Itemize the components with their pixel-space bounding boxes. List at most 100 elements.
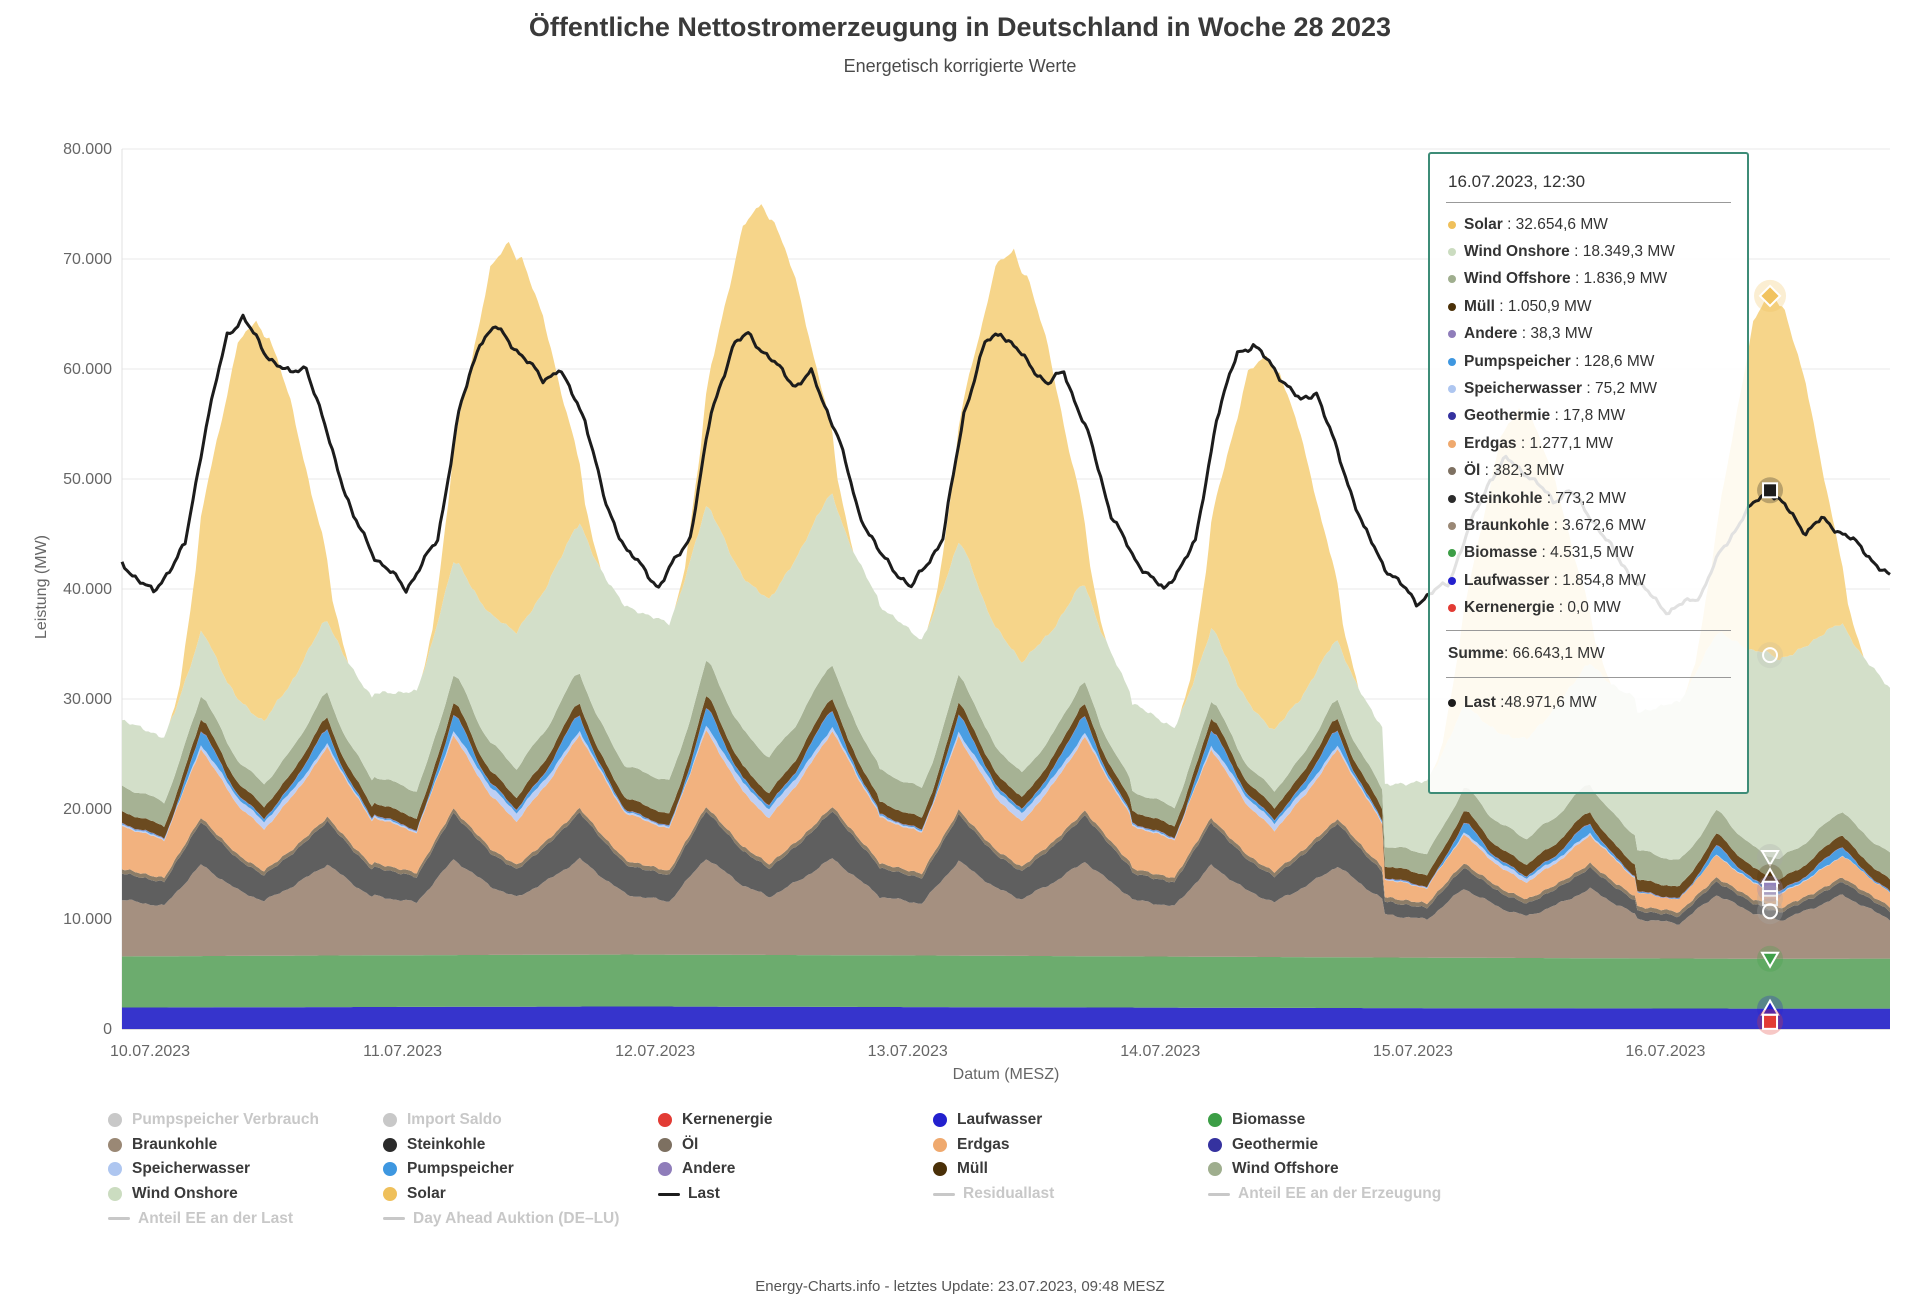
legend-dot-icon [933, 1162, 947, 1177]
legend-label: Erdgas [957, 1135, 1010, 1153]
tooltip-series-name: Öl [1464, 462, 1481, 480]
legend-label: Day Ahead Auktion (DE–LU) [413, 1209, 620, 1227]
legend-label: Import Saldo [407, 1111, 502, 1129]
legend-dot-icon [383, 1162, 397, 1177]
hover-markers [1754, 279, 1787, 1035]
legend-line-icon [383, 1217, 405, 1221]
legend-item-andere[interactable]: Andere [658, 1157, 772, 1182]
legend-item-pumpspeicher[interactable]: Pumpspeicher [383, 1157, 619, 1182]
legend-item-speicherwasser[interactable]: Speicherwasser [108, 1157, 319, 1182]
tooltip-timestamp: 16.07.2023, 12:30 [1448, 172, 1586, 191]
andere-marker [1762, 880, 1779, 897]
tooltip-row-steinkohle: Steinkohle : 773,2 MW [1446, 485, 1731, 512]
legend-label: Last [688, 1185, 720, 1203]
series-dot-icon [1448, 248, 1456, 257]
tooltip-divider [1446, 202, 1731, 203]
tooltip-series-name: Geothermie [1464, 407, 1551, 425]
legend-line-icon [658, 1192, 680, 1196]
legend-item-steinkohle[interactable]: Steinkohle [383, 1133, 619, 1158]
legend-item-braunkohle[interactable]: Braunkohle [108, 1133, 319, 1158]
series-dot-icon [1448, 576, 1456, 585]
tooltip-series-list: Solar : 32.654,6 MW Wind Onshore : 18.349… [1446, 211, 1731, 622]
legend-item-laufwasser[interactable]: Laufwasser [933, 1108, 1054, 1133]
legend-label: Andere [682, 1160, 736, 1178]
tooltip-series-value: : 1.050,9 MW [1495, 297, 1592, 315]
tooltip-series-value: : 1.854,8 MW [1549, 571, 1646, 589]
series-dot-icon [1448, 549, 1456, 558]
legend-label: Biomasse [1232, 1111, 1306, 1129]
series-dot-icon [1448, 330, 1456, 339]
series-dot-icon [1448, 357, 1456, 366]
tooltip-series-name: Erdgas [1464, 434, 1517, 452]
legend-item-wind-onshore[interactable]: Wind Onshore [108, 1182, 319, 1207]
oel-marker-halo [1757, 898, 1784, 925]
legend-item-müll[interactable]: Müll [933, 1157, 1054, 1182]
legend-item-anteil-ee-an-der-erzeugung[interactable]: Anteil EE an der Erzeugung [1208, 1182, 1441, 1207]
legend-column: Laufwasser Erdgas Müll Residuallast [933, 1108, 1054, 1206]
series-dot-icon [1448, 275, 1456, 284]
legend-item-solar[interactable]: Solar [383, 1182, 619, 1207]
tooltip-series-value: : 3.672,6 MW [1549, 516, 1646, 534]
tooltip-row-biomasse: Biomasse : 4.531,5 MW [1446, 540, 1731, 567]
tooltip-series-name: Solar [1464, 215, 1503, 233]
legend-item-erdgas[interactable]: Erdgas [933, 1133, 1054, 1158]
y-axis-title: Leistung (MW) [33, 534, 50, 640]
legend-label: Laufwasser [957, 1111, 1043, 1129]
series-dot-icon [1448, 302, 1456, 311]
legend-item-biomasse[interactable]: Biomasse [1208, 1108, 1441, 1133]
legend-label: Öl [682, 1135, 699, 1153]
tooltip-series-value: : 17,8 MW [1550, 407, 1626, 425]
page-title: Öffentliche Nettostromerzeugung in Deuts… [528, 12, 1392, 42]
tooltip-series-value: : 75,2 MW [1582, 380, 1657, 398]
tooltip-row-müll: Müll : 1.050,9 MW [1446, 293, 1731, 320]
tooltip-row-wind-onshore: Wind Onshore : 18.349,3 MW [1446, 238, 1731, 265]
legend-label: Residuallast [963, 1185, 1055, 1203]
legend-label: Wind Offshore [1232, 1160, 1339, 1178]
series-dot-icon [1448, 521, 1456, 530]
tooltip-series-name: Kernenergie [1464, 599, 1555, 617]
wind-onshore-marker [1762, 647, 1779, 664]
legend-item-last[interactable]: Last [658, 1182, 772, 1207]
legend-item-import-saldo[interactable]: Import Saldo [383, 1108, 619, 1133]
legend-dot-icon [108, 1187, 122, 1202]
wind-onshore-marker-halo [1757, 642, 1784, 669]
tooltip-series-name: Wind Onshore [1464, 243, 1570, 261]
legend-dot-icon [108, 1113, 122, 1128]
tooltip-series-name: Braunkohle [1464, 516, 1550, 534]
series-dot-icon [1448, 604, 1456, 613]
area-solar [122, 204, 1890, 786]
legend-item-öl[interactable]: Öl [658, 1133, 772, 1158]
legend-label: Wind Onshore [132, 1185, 238, 1203]
area-müll [122, 696, 1890, 898]
tooltip-row-wind-offshore: Wind Offshore : 1.836,9 MW [1446, 266, 1731, 293]
tooltip-series-value: : 4.531,5 MW [1537, 544, 1634, 562]
kernenergie-marker [1762, 1013, 1779, 1030]
series-dot-icon [1448, 412, 1456, 421]
x-tick-label: 11.07.2023 [363, 1043, 442, 1060]
legend-line-icon [1208, 1192, 1230, 1196]
series-dot-icon [1448, 494, 1456, 503]
tooltip-series-value: : 38,3 MW [1517, 325, 1593, 343]
legend-column: Pumpspeicher Verbrauch Braunkohle Speicher… [108, 1108, 319, 1231]
legend-item-residuallast[interactable]: Residuallast [933, 1182, 1054, 1207]
y-tick-label: 0 [103, 1021, 112, 1038]
area-biomasse [122, 954, 1890, 1009]
legend-label: Solar [407, 1185, 446, 1203]
legend-item-kernenergie[interactable]: Kernenergie [658, 1108, 772, 1133]
legend-item-anteil-ee-an-der-last[interactable]: Anteil EE an der Last [108, 1206, 319, 1231]
legend-label: Anteil EE an der Last [138, 1209, 294, 1227]
tooltip-row-geothermie: Geothermie : 17,8 MW [1446, 403, 1731, 430]
tooltip-series-name: Pumpspeicher [1464, 352, 1571, 370]
legend-item-geothermie[interactable]: Geothermie [1208, 1133, 1441, 1158]
legend-column: Import Saldo Steinkohle Pumpspeicher Solar D… [383, 1108, 619, 1231]
legend-dot-icon [1208, 1162, 1222, 1177]
legend-item-pumpspeicher-verbrauch[interactable]: Pumpspeicher Verbrauch [108, 1108, 319, 1133]
legend-item-day-ahead-auktion-de-lu-[interactable]: Day Ahead Auktion (DE–LU) [383, 1206, 619, 1231]
tooltip-row-laufwasser: Laufwasser : 1.854,8 MW [1446, 567, 1731, 594]
y-tick-label: 70.000 [63, 251, 112, 268]
legend-dot-icon [1208, 1137, 1222, 1152]
series-dot-icon [1448, 467, 1456, 476]
tooltip-series-name: Andere [1464, 325, 1518, 343]
legend-item-wind-offshore[interactable]: Wind Offshore [1208, 1157, 1441, 1182]
tooltip-series-value: : 128,6 MW [1570, 352, 1655, 370]
